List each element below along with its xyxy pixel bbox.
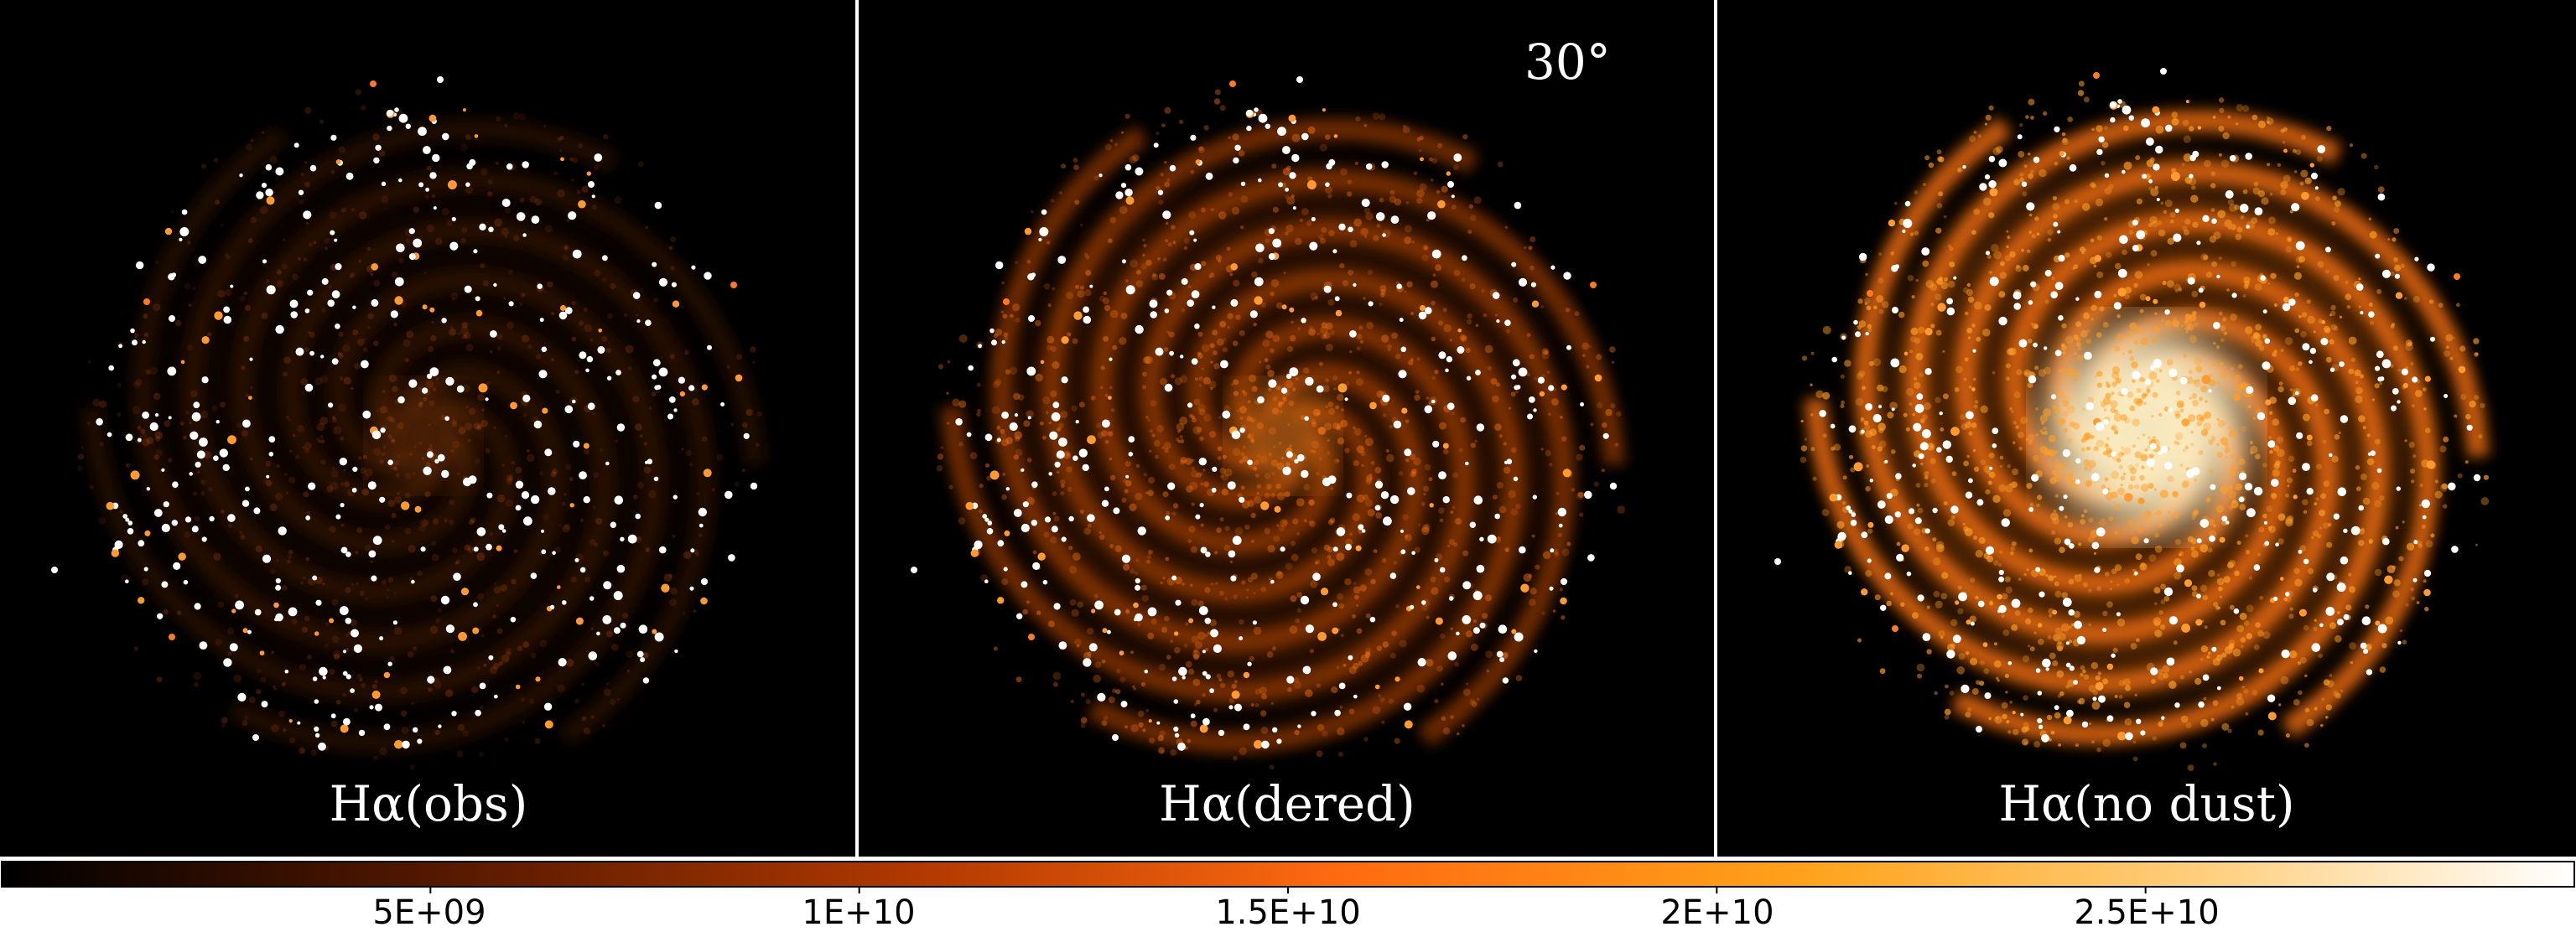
panel-label-dered: Hα(dered) [1159,775,1415,832]
galaxy-image-obs [51,76,766,770]
inclination-label: 30° [1524,34,1611,91]
colorbar-tick-label-3: 1.5E+10 [1215,893,1361,932]
galaxy-image-dered [911,76,1626,770]
colorbar [1,861,2575,888]
colorbar-tick-label-4: 2E+10 [1660,893,1774,932]
colorbar-tick-label-2: 1E+10 [802,893,916,932]
panel-obs [0,0,857,857]
panel-label-nodust: Hα(no dust) [1998,775,2295,832]
colorbar-tick-label-1: 5E+09 [372,893,486,932]
panel-nodust [1717,0,2576,857]
galaxy-image-nodust [1774,68,2490,771]
panel-dered [859,0,1716,857]
panel-label-obs: Hα(obs) [329,775,528,832]
colorbar-tick-label-5: 2.5E+10 [2074,893,2220,932]
colorbar-ticks [429,887,2147,893]
